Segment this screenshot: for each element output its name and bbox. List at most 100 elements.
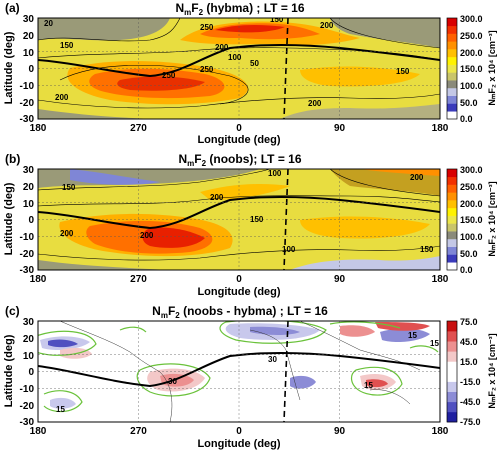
colorbar-tick: 300.0 (460, 165, 483, 175)
colorbar-tick: 200.0 (460, 199, 483, 209)
panel-b-x-ticks: 180 270 0 90 180 (30, 274, 449, 285)
y-tick-label: 20 (23, 182, 35, 193)
panel-a-contour-label: 150 (270, 15, 284, 24)
x-tick-label: 180 (432, 123, 449, 134)
panel-b-contour-label: 150 (62, 183, 76, 192)
y-tick-label: -10 (20, 81, 35, 92)
panel-c-title-text: NmF2 (noobs - hybma) ; LT = 16 (152, 304, 328, 320)
panel-a-title: (a) NmF2 (hybma) ; LT = 16 (5, 1, 305, 17)
y-tick-label: -10 (20, 232, 35, 243)
colorbar-swatch (447, 391, 457, 403)
colorbar-tick: -45.0 (460, 397, 481, 407)
panel-b-colorbar-label: NₘF₂ x 10⁴ [cm⁻³] (487, 181, 497, 256)
panel-a-south-crest-core (117, 76, 205, 91)
panel-b-y-ticks: 30 20 10 0 -10 -20 -30 (20, 165, 35, 276)
panel-a-x-ticks: 180 270 0 90 180 (30, 123, 449, 134)
colorbar-swatch (447, 49, 457, 58)
colorbar-tick: -15.0 (460, 377, 481, 387)
colorbar-tick: 100.0 (460, 81, 483, 91)
panel-b-contour-label: 150 (420, 245, 434, 254)
colorbar-swatch (447, 87, 457, 96)
panel-a-contour-label: 250 (162, 71, 176, 80)
panel-b-contour-label: 100 (282, 245, 296, 254)
panel-c-contour-label: 15 (56, 405, 65, 414)
panel-b-contour-label: 100 (268, 169, 282, 178)
panel-c-positive-north-east (375, 322, 430, 331)
y-tick-label: -30 (20, 114, 35, 125)
panel-a-title-text: NmF2 (hybma) ; LT = 16 (175, 1, 304, 17)
panel-b-north-crest (200, 184, 290, 200)
panel-a-south-crest-east (300, 66, 420, 87)
panel-a-contour-label: 200 (55, 93, 69, 102)
y-tick-label: 0 (28, 215, 34, 226)
colorbar-swatch (447, 41, 457, 50)
panel-a-contour-label: 200 (308, 99, 322, 108)
colorbar-swatch (447, 33, 457, 42)
colorbar-tick: 150.0 (460, 215, 483, 225)
colorbar-tick: 150.0 (460, 64, 483, 74)
x-tick-label: 180 (432, 274, 449, 285)
panel-a-y-axis-label: Latitude (deg) (3, 31, 15, 104)
panel-c-contour-label: 15 (430, 339, 439, 348)
y-tick-label: 10 (23, 199, 35, 210)
colorbar-tick: 250.0 (460, 182, 483, 192)
y-tick-label: -20 (20, 98, 35, 109)
colorbar-swatch (447, 246, 457, 255)
colorbar-swatch (447, 25, 457, 34)
colorbar-swatch (447, 103, 457, 112)
panel-c-tag: (c) (5, 304, 20, 318)
colorbar-tick: 15.0 (460, 357, 478, 367)
colorbar-tick: 75.0 (460, 317, 478, 327)
panel-a-colorbar-label: NₘF₂ x 10⁴ [cm⁻³] (487, 30, 497, 105)
panel-c-x-axis-label: Longitude (deg) (197, 438, 280, 450)
panel-c-contour-labels: 15 30 30 15 15 15 (56, 331, 439, 414)
panel-c-x-ticks: 180 270 0 90 180 (30, 426, 449, 437)
colorbar-swatch (447, 207, 457, 216)
x-tick-label: 180 (432, 426, 449, 437)
y-tick-label: 10 (23, 48, 35, 59)
colorbar-swatch (447, 321, 457, 332)
panel-b-low-south-west (38, 260, 170, 270)
panel-c-negative-southwest (50, 397, 76, 409)
colorbar-tick: 0.0 (460, 265, 473, 275)
colorbar-swatch (447, 231, 457, 240)
colorbar-swatch (447, 262, 457, 271)
panel-b-north-east-crest (360, 169, 440, 176)
panel-c-negative-east (380, 328, 430, 342)
y-tick-label: -30 (20, 265, 35, 276)
colorbar-swatch (447, 371, 457, 382)
colorbar-swatch (447, 254, 457, 263)
panel-b-x-axis-label: Longitude (deg) (197, 286, 280, 298)
x-tick-label: 270 (130, 426, 147, 437)
y-tick-label: -20 (20, 401, 35, 412)
panel-c-colorbar-label: NₘF₂ x 10⁴ [cm⁻³] (487, 333, 497, 408)
panel-c-colorbar: 75.0 45.0 15.0 -15.0 -45.0 -75.0 NₘF₂ x … (446, 317, 497, 427)
panel-c-contour-label: 30 (168, 377, 177, 386)
panel-a-contour-label: 250 (200, 23, 214, 32)
y-tick-label: 20 (23, 31, 35, 42)
panel-a-north-crest-core (215, 25, 285, 33)
x-tick-label: 270 (130, 274, 147, 285)
colorbar-swatch (447, 72, 457, 81)
x-tick-label: 90 (334, 123, 346, 134)
colorbar-tick: 50.0 (460, 98, 478, 108)
panel-a-map: 250 150 200 20 200 100 50 250 200 250 15… (38, 15, 440, 119)
colorbar-swatch (447, 351, 457, 362)
x-tick-label: 180 (30, 274, 47, 285)
panel-b-contour-labels: 100 150 200 200 150 200 200 100 150 (60, 169, 434, 254)
panel-b-contour-label: 150 (250, 215, 264, 224)
x-tick-label: 180 (30, 426, 47, 437)
colorbar-tick: 250.0 (460, 31, 483, 41)
panel-b-contour-label: 200 (60, 229, 74, 238)
colorbar-swatch (447, 184, 457, 193)
panel-a-x-axis-label: Longitude (deg) (197, 134, 280, 146)
colorbar-swatch (447, 111, 457, 120)
panel-b-contour-label: 200 (210, 193, 224, 202)
colorbar-tick: -75.0 (460, 417, 481, 427)
colorbar-swatch (447, 176, 457, 185)
panel-b: (b) NmF2 (noobs); LT = 16 (3, 152, 497, 298)
panel-c-magnetic-equator (38, 352, 440, 388)
panel-c-grid (38, 321, 440, 422)
panel-a-contour-label: 150 (60, 41, 74, 50)
